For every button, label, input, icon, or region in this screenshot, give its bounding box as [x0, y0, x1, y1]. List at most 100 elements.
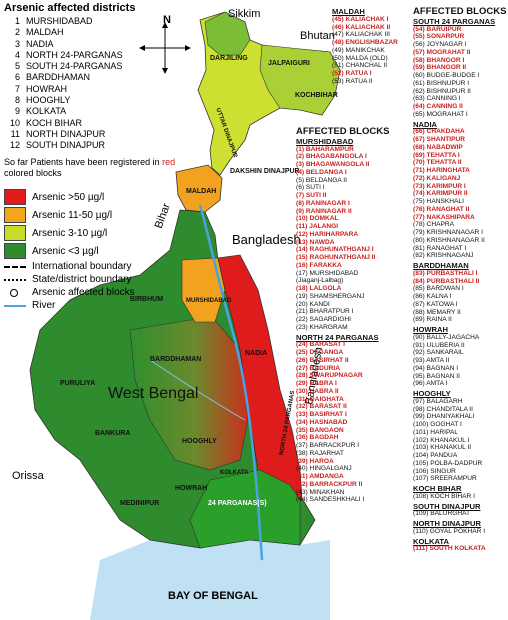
block-item: (47) KALIACHAK III [332, 31, 390, 39]
legend-title: Arsenic affected districts [4, 2, 136, 14]
block-item: (88) MEMARY II [413, 308, 461, 316]
label-orissa: Orissa [12, 470, 44, 482]
block-item: (64) CANNING II [413, 103, 463, 110]
label-dakshin-dinajpur: DAKSHIN DINAJPUR [230, 168, 300, 175]
block-item: (73) KARIMPUR I [413, 182, 466, 190]
block-item: (1) BAHARAMPUR [296, 145, 354, 153]
block-item: (104) PANDUA [413, 452, 458, 459]
block-item: (60) BUDGE-BUDGE I [413, 72, 480, 79]
block-item: (43) MINAKHAN [296, 488, 345, 496]
affected-blocks-column-2: AFFECTED BLOCKS SOUTH 24 PARGANAS (54) BAR… [413, 6, 506, 553]
legend-line-label: State/district boundary [32, 274, 132, 285]
block-item: (18) LALGOLA [296, 285, 342, 292]
district-name: HOWRAH [26, 83, 67, 94]
block-item: (70) TEHATTA II [413, 159, 462, 167]
block-item: (72) KALIGANJ [413, 174, 461, 182]
district-row: 11 NORTH DINAJPUR [6, 129, 123, 140]
district-number: 1 [14, 16, 20, 26]
district-name: HOOGHLY [26, 95, 71, 106]
block-item: (35) BANGAON [296, 426, 344, 434]
block-item: (9) RANINAGAR II [296, 207, 352, 215]
label-jalpaiguri: JALPAIGURI [268, 60, 310, 67]
block-item: (48) ENGLISHBAZAR [332, 39, 398, 46]
district-number: 9 [14, 106, 20, 117]
block-item: (107) SREERAMPUR [413, 475, 477, 483]
district-row: 12 SOUTH DINAJPUR [6, 140, 123, 151]
block-item: (17) MURSHIDABAD [296, 269, 359, 277]
affected-blocks-title: AFFECTED BLOCKS [413, 6, 507, 17]
label-bhutan: Bhutan [300, 30, 335, 42]
block-item: (89) RAINA II [413, 316, 452, 324]
block-item: (57) MOGRAHAT II [413, 48, 471, 56]
label-kolkata: KOLKATA [220, 470, 249, 476]
district-row: 10 KOCH BIHAR [6, 118, 123, 129]
legend-line: River [4, 299, 135, 312]
block-item: (3) BHAGAWANGOLA II [296, 161, 370, 168]
block-item: (94) BAGNAN I [413, 364, 459, 372]
block-item: (42) BARRACKPUR II [296, 480, 363, 488]
label-bay-of-bengal: BAY OF BENGAL [168, 590, 258, 602]
block-item: (51) CHANCHAL II [332, 62, 388, 70]
block-item: (106) SINGUR [413, 467, 456, 475]
block-item: (46) KALIACHAK II [332, 23, 391, 31]
legend-level-label: Arsenic 11-50 µg/l [32, 209, 113, 221]
block-item: (103) KHANAKUL II [413, 444, 472, 452]
block-item: (92) SANKARAIL [413, 349, 464, 357]
darjiling-region [204, 11, 251, 56]
section-header: SOUTH DINAJPUR [413, 501, 481, 511]
label-west-bengal: West Bengal [108, 385, 199, 402]
boundary-line-icon [4, 265, 26, 268]
boundary-line-icon [4, 304, 26, 307]
sundarbans-region [189, 469, 301, 549]
block-item: (102) KHANAKUL I [413, 436, 470, 444]
district-name: SOUTH 24-PARGANAS [26, 61, 123, 72]
block-item: (71) HARINGHATA [413, 167, 470, 174]
label-nadia: NADIA [245, 350, 268, 357]
section-header: KOLKATA [413, 536, 449, 546]
block-item: (105) POLBA-DADPUR [413, 459, 483, 467]
district-name: MALDAH [26, 27, 64, 38]
block-item: (96) AMTA I [413, 380, 448, 388]
district-row: 6 BARDDHAMAN [6, 72, 123, 83]
affected-block-marker-icon [10, 288, 18, 297]
block-item: (21) BHARATPUR I [296, 308, 354, 316]
block-item: (29) HABRA I [296, 380, 337, 387]
label-murshidabad: MURSHIDABAD [186, 298, 232, 304]
block-item: (85) BARDWAN I [413, 285, 464, 293]
block-item: (55) SONARPUR [413, 33, 465, 41]
block-item: (26) BASIRHAT II [296, 356, 349, 364]
patients-note: So far Patients have been registered in … [4, 157, 204, 179]
label-purulia: PURULIYA [60, 380, 96, 387]
block-item: (27) BADURIA [296, 364, 340, 372]
district-number: 2 [14, 27, 20, 38]
district-number: 5 [14, 61, 20, 72]
block-item: (79) KRISHNANAGAR I [413, 229, 483, 236]
block-item: (67) SHANTIPUR [413, 136, 466, 143]
block-item: (2) BHAGABANGOLA I [296, 153, 367, 161]
legend-line: International boundary [4, 260, 135, 273]
block-item: (97) BALAGARH [413, 397, 463, 405]
block-item: (5) BELDANGA II [296, 176, 347, 184]
block-item: (52) RATUA I [332, 70, 372, 77]
block-item: (68) NABADWIP [413, 143, 463, 151]
district-name: MURSHIDABAD [26, 16, 93, 26]
label-maldah: MALDAH [186, 188, 217, 195]
district-number: 4 [14, 49, 20, 60]
section-header: SOUTH 24 PARGANAS [413, 16, 496, 26]
block-item: (7) SUTI II [296, 192, 327, 199]
district-row: 9 KOLKATA [6, 106, 123, 117]
block-item: (62) BISHNUPUR II [413, 87, 471, 95]
district-row: 8 HOOGHLY [6, 95, 123, 106]
legend: Arsenic >50 µg/l Arsenic 11-50 µg/l Arseni… [4, 188, 135, 312]
section-header: HOOGHLY [413, 389, 451, 398]
block-item: (40) HINGALGANJ [296, 465, 352, 473]
block-item: (108) KOCH BIHAR I [413, 492, 475, 500]
block-item: (28) SWARUPNAGAR [296, 372, 363, 380]
block-item: (76) RANAGHAT II [413, 205, 470, 213]
legend-level: Arsenic >50 µg/l [4, 188, 135, 206]
section-header: MALDAH [332, 7, 365, 16]
district-name: NORTH 24-PARGANAS [26, 49, 123, 60]
label-barddhaman: BARDDHAMAN [150, 356, 202, 363]
boundary-line-icon [4, 278, 26, 281]
block-item: (25) DEGANGA [296, 349, 344, 356]
